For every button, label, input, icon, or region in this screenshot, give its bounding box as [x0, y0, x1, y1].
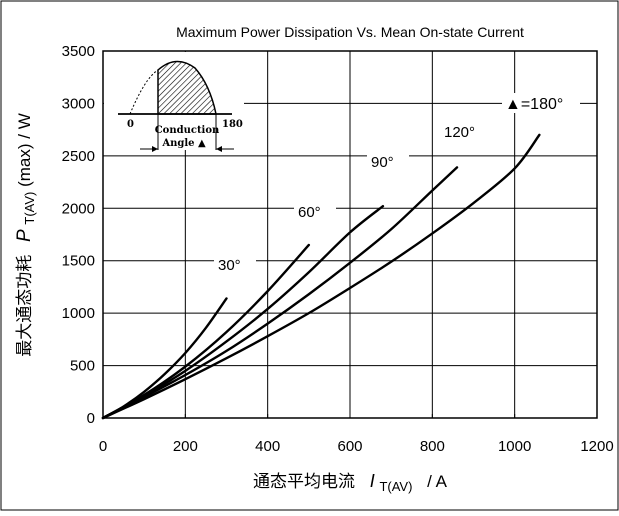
x-tick-label: 400 [255, 438, 280, 455]
x-axis-label-unit: / A [427, 472, 448, 491]
y-tick-labels: 0 500 1000 1500 2000 2500 3000 3500 [62, 43, 95, 427]
inset-waveform: 0 180 Conduction Angle ▲ [104, 52, 244, 152]
x-tick-label: 1200 [580, 438, 613, 455]
series-label-120: 120° [444, 124, 475, 141]
x-tick-label: 1000 [498, 438, 531, 455]
x-axis-label-sub: T(AV) [379, 479, 412, 494]
chart-title: Maximum Power Dissipation Vs. Mean On-st… [176, 24, 524, 40]
series-line-4 [101, 133, 541, 420]
x-tick-label: 0 [99, 438, 107, 455]
inset-hatched-area [157, 60, 217, 115]
title-background [150, 20, 552, 46]
inset-label-end: 180 [222, 119, 243, 130]
y-axis-label-rest: (max) / W [15, 113, 34, 187]
label-bg-60 [294, 201, 336, 221]
x-tick-labels: 0 200 400 600 800 1000 1200 [99, 438, 614, 455]
series-label-90: 90° [371, 154, 394, 171]
inset-label-zero: 0 [127, 119, 134, 130]
series-line-0 [101, 297, 228, 420]
series-line-2 [101, 204, 385, 420]
y-tick-label: 500 [70, 358, 95, 375]
inset-label-angle: Angle ▲ [161, 138, 206, 149]
y-axis-label: 最大通态功耗 P T(AV) (max) / W [14, 113, 38, 357]
y-axis-label-sub: T(AV) [22, 192, 37, 225]
x-tick-label: 600 [337, 438, 362, 455]
inset-dashed-curve [129, 69, 159, 115]
series-lines [101, 133, 541, 420]
series-line-3 [101, 166, 459, 420]
y-tick-label: 0 [87, 410, 95, 427]
y-tick-label: 3500 [62, 43, 95, 60]
y-axis-label-cn: 最大通态功耗 [15, 255, 35, 357]
y-tick-label: 2500 [62, 148, 95, 165]
label-bg-90 [367, 151, 409, 171]
x-axis-label-cn: 通态平均电流 [253, 472, 355, 492]
x-axis-label: 通态平均电流 I T(AV) / A [253, 471, 448, 495]
inset-label-conduction: Conduction [155, 125, 220, 136]
x-tick-label: 200 [173, 438, 198, 455]
label-bg-30 [214, 254, 256, 274]
y-tick-label: 1500 [62, 253, 95, 270]
x-tick-label: 800 [420, 438, 445, 455]
inset-arrowhead-left [152, 146, 158, 152]
plot-area [102, 50, 598, 419]
y-tick-label: 1000 [62, 305, 95, 322]
label-bg-120 [440, 121, 492, 141]
x-axis-label-symbol: I [370, 471, 375, 491]
y-tick-label: 2000 [62, 200, 95, 217]
label-bg-180 [502, 93, 580, 113]
series-label-180: ▲=180° [505, 96, 563, 113]
series-label-60: 60° [298, 204, 321, 221]
series-label-30: 30° [218, 257, 241, 274]
inset-arrowhead-right [216, 146, 222, 152]
y-axis-label-symbol: P [14, 229, 35, 242]
y-tick-label: 3000 [62, 95, 95, 112]
